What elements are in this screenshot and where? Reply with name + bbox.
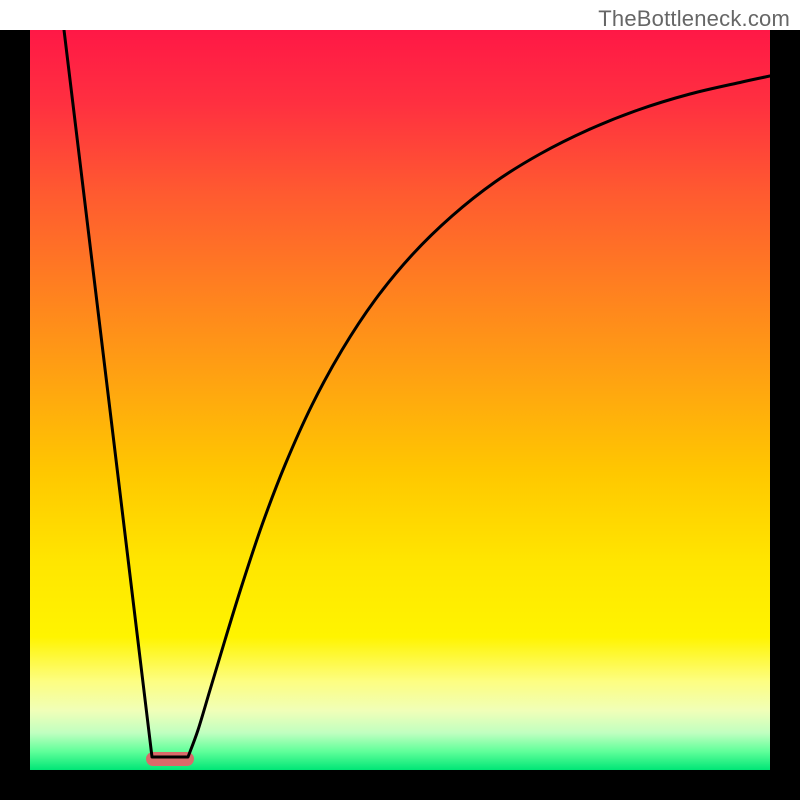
frame-border-right bbox=[770, 30, 800, 800]
watermark-text: TheBottleneck.com bbox=[598, 6, 790, 32]
marker-group bbox=[146, 752, 194, 766]
plot-area bbox=[30, 30, 770, 770]
plot-svg bbox=[30, 30, 770, 770]
frame-border-left bbox=[0, 30, 30, 800]
dip-marker bbox=[146, 752, 194, 766]
frame-border-bottom bbox=[0, 770, 800, 800]
